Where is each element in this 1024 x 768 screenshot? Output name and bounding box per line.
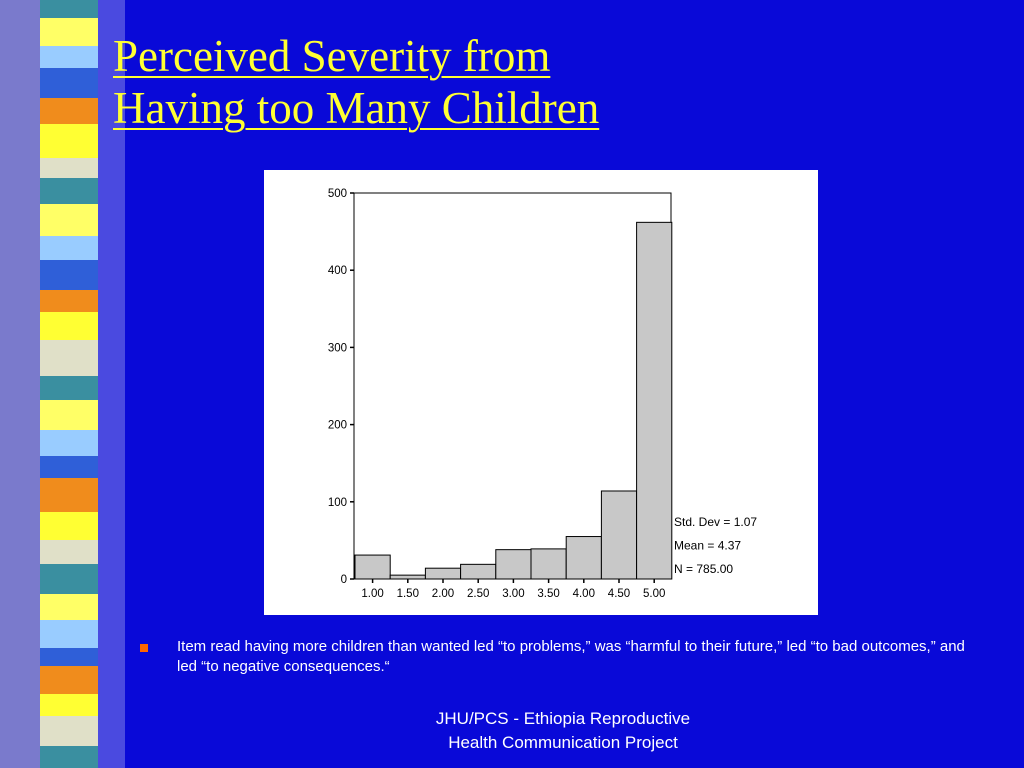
histogram-bar — [354, 554, 391, 580]
strip-block — [40, 512, 98, 540]
strip-edge — [98, 0, 125, 768]
histogram-bar — [424, 567, 462, 580]
x-tick-label: 2.00 — [432, 588, 454, 600]
x-tick-label: 3.00 — [502, 588, 524, 600]
histogram-chart: 1.00 1.50 2.00 2.50 3.00 3.50 4.00 4.50 5.00 0 100… — [264, 170, 818, 615]
strip-block — [40, 18, 98, 46]
histogram-svg: 1.00 1.50 2.00 2.50 3.00 3.50 4.00 4.50 5.00 0 100… — [328, 188, 758, 600]
histogram-bar — [530, 548, 567, 580]
title-line-1: Perceived Severity from — [113, 31, 551, 81]
strip-block — [40, 400, 98, 430]
strip-block — [40, 540, 98, 564]
strip-block — [40, 478, 98, 512]
strip-block — [40, 290, 98, 312]
y-tick-label: 200 — [328, 420, 347, 432]
strip-block — [40, 666, 98, 694]
strip-block — [40, 0, 98, 18]
footer-line-1: JHU/PCS - Ethiopia Reproductive — [435, 709, 691, 728]
strip-block — [40, 340, 98, 376]
strip-shade — [0, 0, 40, 768]
x-tick-label: 4.50 — [608, 588, 630, 600]
x-tick-label: 1.00 — [361, 588, 383, 600]
strip-block — [40, 430, 98, 456]
strip-block — [40, 68, 98, 98]
decorative-side-strip — [0, 0, 125, 768]
x-tick-label: 5.00 — [643, 588, 665, 600]
histogram-bar — [600, 490, 638, 580]
footer-line-2: Health Communication Project — [448, 733, 678, 752]
strip-block — [40, 236, 98, 260]
strip-block — [40, 716, 98, 746]
x-tick-label: 3.50 — [537, 588, 559, 600]
footer: JHU/PCS - Ethiopia Reproductive Health C… — [363, 707, 763, 755]
stats-label: Mean = 4.37 — [674, 539, 741, 553]
slide-title: Perceived Severity from Having too Many … — [113, 30, 599, 134]
strip-block — [40, 260, 98, 290]
strip-block — [40, 124, 98, 158]
strip-block — [40, 564, 98, 594]
strip-block — [40, 456, 98, 478]
histogram-bar — [460, 563, 497, 580]
y-tick-label: 400 — [328, 265, 347, 277]
strip-block — [40, 620, 98, 648]
strip-block — [40, 98, 98, 124]
x-tick-label: 4.00 — [573, 588, 595, 600]
y-tick-label: 0 — [341, 574, 347, 586]
histogram-bar — [565, 536, 602, 580]
strip-block — [40, 46, 98, 68]
x-tick-label: 2.50 — [467, 588, 489, 600]
strip-block — [40, 746, 98, 768]
stats-label: Std. Dev = 1.07 — [674, 515, 757, 529]
strip-block — [40, 158, 98, 178]
strip-block — [40, 178, 98, 204]
x-tick-label: 1.50 — [397, 588, 419, 600]
strip-block — [40, 594, 98, 620]
title-line-2: Having too Many Children — [113, 83, 600, 133]
bullet-icon — [140, 644, 148, 652]
caption-text: Item read having more children than want… — [177, 638, 965, 675]
strip-block — [40, 648, 98, 666]
stats-label: N = 785.00 — [674, 562, 733, 576]
strip-block — [40, 694, 98, 716]
y-tick-label: 300 — [328, 342, 347, 354]
histogram-bar — [389, 574, 426, 580]
strip-block — [40, 376, 98, 400]
histogram-bar — [636, 221, 673, 580]
histogram-bar — [495, 549, 532, 580]
strip-block — [40, 312, 98, 340]
y-tick-label: 100 — [328, 497, 347, 509]
strip-block — [40, 204, 98, 236]
y-tick-label: 500 — [328, 188, 347, 200]
